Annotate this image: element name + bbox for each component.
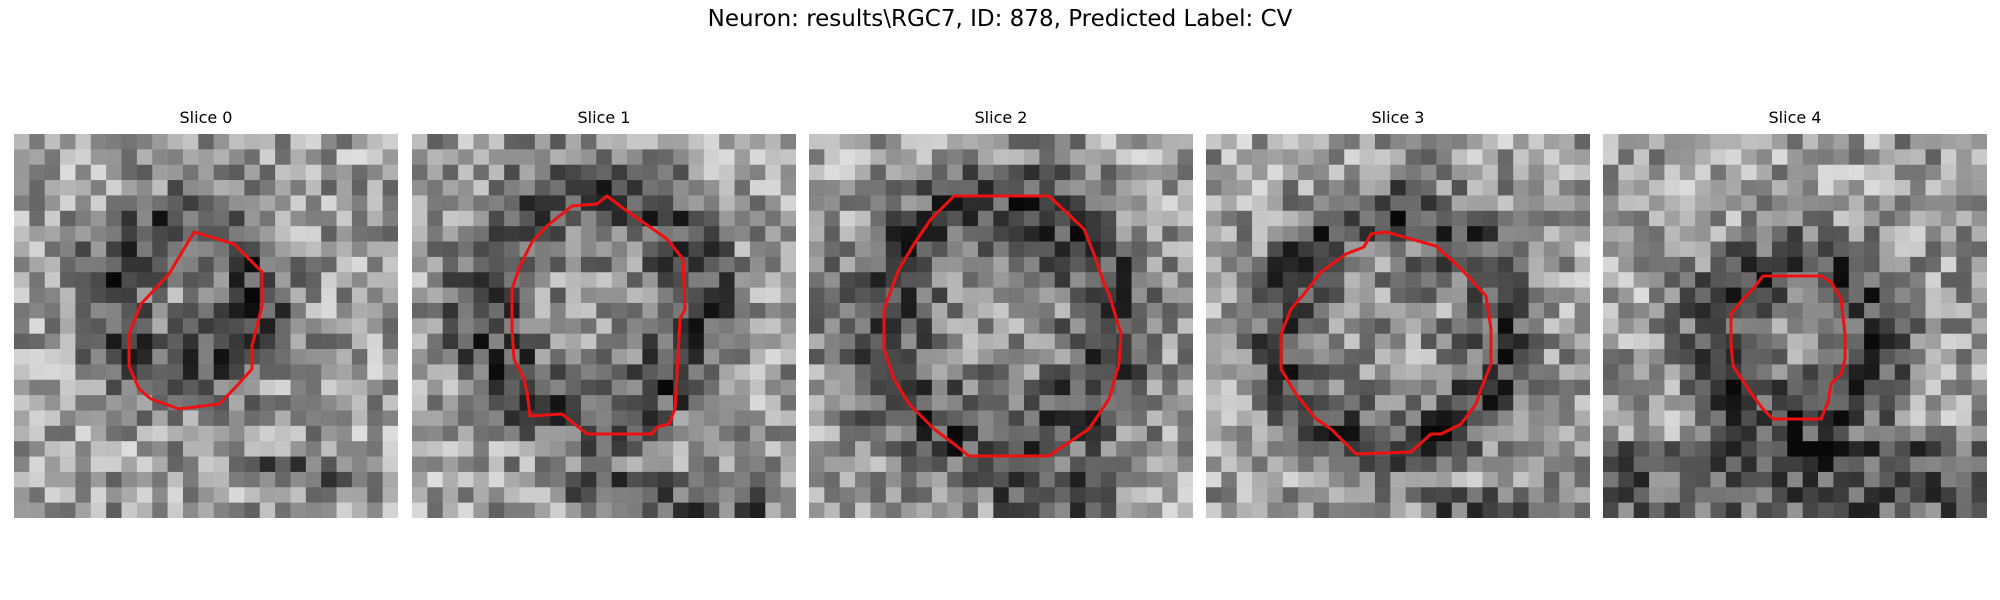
slice-image: [1206, 134, 1590, 518]
slice-image: [809, 134, 1193, 518]
slice-image: [412, 134, 796, 518]
pixel-grid: [14, 134, 398, 518]
slice-title: Slice 4: [1768, 108, 1822, 127]
slice-title: Slice 0: [179, 108, 233, 127]
pixel-grid: [1206, 134, 1590, 518]
slice-title: Slice 1: [577, 108, 631, 127]
segmentation-contour: [510, 194, 687, 436]
figure-title: Neuron: results\RGC7, ID: 878, Predicted…: [707, 6, 1293, 32]
slice-title: Slice 2: [974, 108, 1028, 127]
segmentation-contour: [882, 194, 1123, 458]
segmentation-contour: [1729, 274, 1847, 421]
slice-image: [14, 134, 398, 518]
pixel-grid: [1603, 134, 1987, 518]
slice-image: [1603, 134, 1987, 518]
segmentation-contour: [127, 230, 264, 411]
segmentation-contour: [1279, 230, 1493, 456]
pixel-grid: [809, 134, 1193, 518]
pixel-grid: [412, 134, 796, 518]
slice-title: Slice 3: [1371, 108, 1425, 127]
